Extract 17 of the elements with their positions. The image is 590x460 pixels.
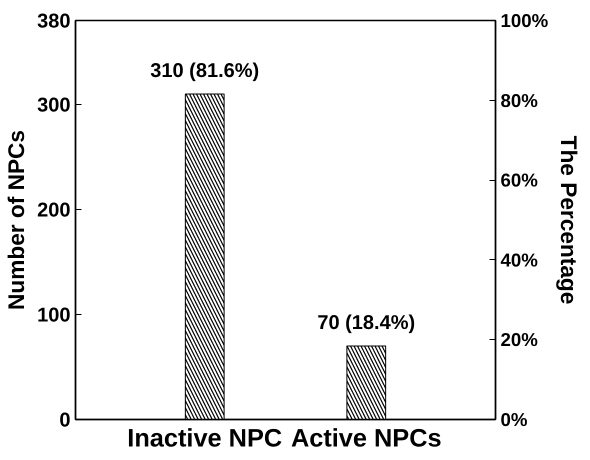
y2-tick-label: 60% [500,170,538,191]
y-tick-label: 300 [37,94,71,116]
y-tick-label: 0 [59,410,70,432]
y-tick-label: 380 [37,10,71,32]
y-axis-title: Number of NPCs [3,130,30,310]
y-tick-label: 100 [37,304,71,326]
data-label: 310 (81.6%) [150,60,260,82]
x-tick-label: Active NPCs [290,424,442,452]
y2-axis-title: The Percentage [556,136,582,304]
y-tick-label: 200 [37,200,71,222]
y2-tick-label: 0% [500,409,528,430]
y2-tick-label: 80% [500,90,538,111]
y2-tick-label: 100% [500,10,549,31]
y2-tick-label: 20% [500,329,538,350]
data-label: 70 (18.4%) [317,312,416,334]
x-tick-label: Inactive NPC [127,424,282,452]
y2-tick-label: 40% [500,249,538,270]
